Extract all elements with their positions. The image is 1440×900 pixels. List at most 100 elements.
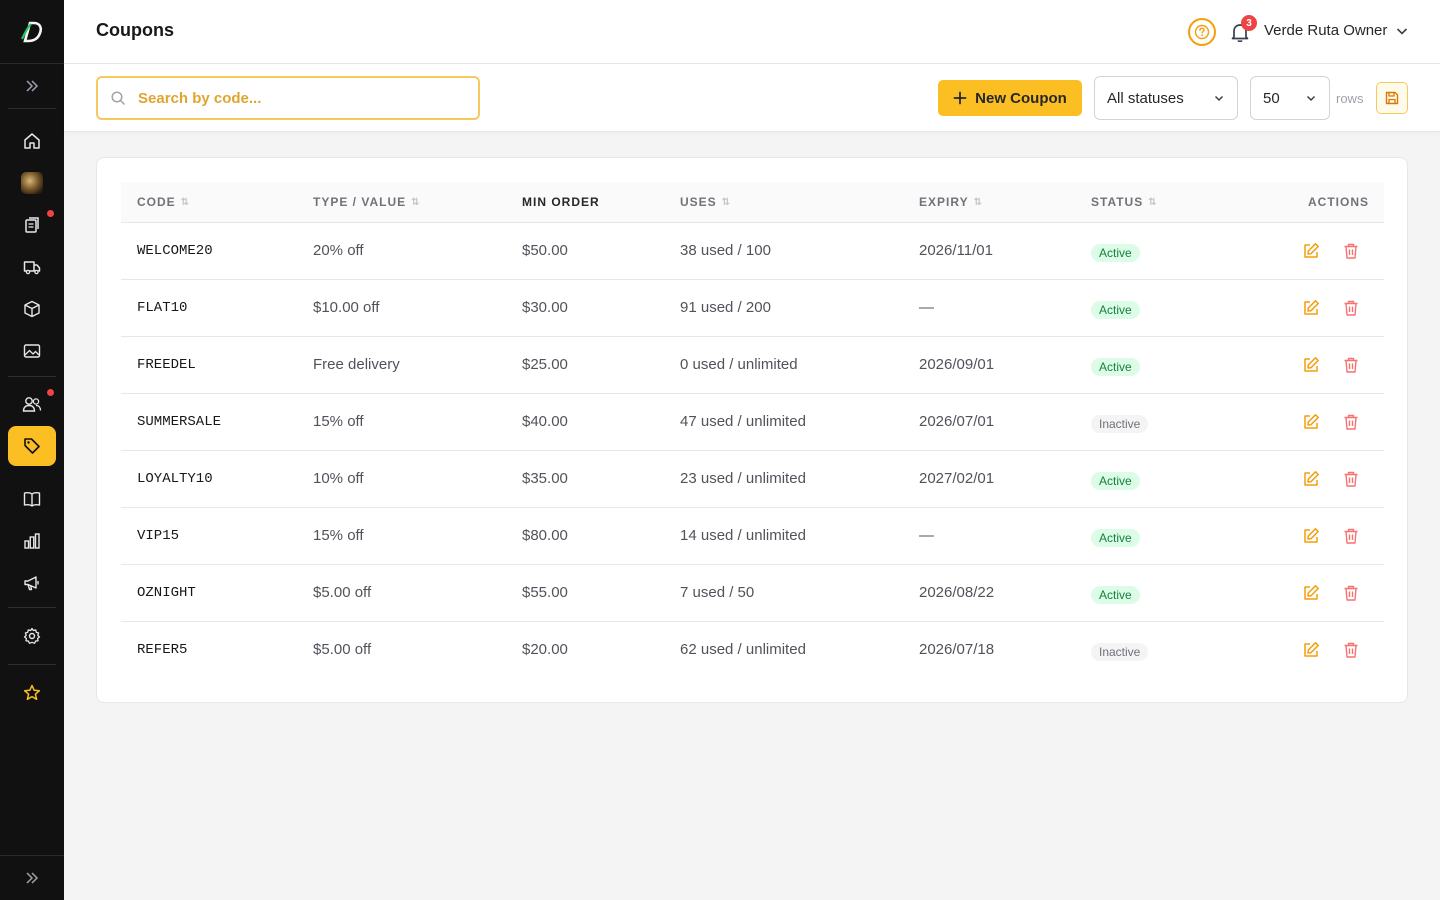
table-row: FLAT10 $10.00 off $30.00 91 used / 200 —… bbox=[121, 280, 1384, 337]
column-header-status-label: STATUS bbox=[1091, 195, 1144, 209]
rows-label: rows bbox=[1336, 91, 1364, 106]
coupon-uses: 62 used / unlimited bbox=[680, 641, 806, 658]
coupon-expiry: 2026/07/01 bbox=[919, 413, 995, 430]
status-badge: Inactive bbox=[1091, 415, 1149, 433]
coupon-code: REFER5 bbox=[137, 642, 188, 658]
coupon-min-order: $55.00 bbox=[522, 584, 568, 601]
chevrons-right-icon bbox=[26, 872, 39, 884]
column-header-expiry-label: EXPIRY bbox=[919, 195, 969, 209]
trash-icon bbox=[1344, 414, 1358, 430]
coupon-type-value: 10% off bbox=[313, 470, 364, 487]
gear-icon bbox=[23, 627, 41, 644]
coupon-code: OZNIGHT bbox=[137, 585, 196, 601]
coupon-min-order: $35.00 bbox=[522, 470, 568, 487]
sidebar-item-products[interactable] bbox=[8, 289, 56, 329]
delete-coupon-button[interactable] bbox=[1342, 299, 1360, 317]
trash-icon bbox=[1344, 243, 1358, 259]
column-header-min-order-label: MIN ORDER bbox=[522, 195, 600, 209]
sidebar-divider bbox=[8, 108, 56, 109]
rows-per-page-value: 50 bbox=[1263, 89, 1280, 107]
sidebar-item-home[interactable] bbox=[8, 121, 56, 161]
edit-icon bbox=[1304, 471, 1319, 486]
store-avatar bbox=[21, 172, 43, 194]
coupon-min-order: $20.00 bbox=[522, 641, 568, 658]
column-header-type-value[interactable]: TYPE / VALUE ⇅ bbox=[313, 195, 420, 209]
trash-icon bbox=[1344, 642, 1358, 658]
customers-alert-dot bbox=[47, 389, 54, 396]
plus-icon bbox=[953, 91, 967, 105]
delete-coupon-button[interactable] bbox=[1342, 641, 1360, 659]
coupon-code: FLAT10 bbox=[137, 300, 188, 316]
sidebar-item-delivery[interactable] bbox=[8, 247, 56, 287]
sidebar-collapse-button[interactable] bbox=[0, 855, 64, 900]
edit-icon bbox=[1304, 585, 1319, 600]
column-header-uses[interactable]: USES ⇅ bbox=[680, 195, 730, 209]
sidebar-item-orders[interactable] bbox=[8, 205, 56, 245]
delete-coupon-button[interactable] bbox=[1342, 584, 1360, 602]
coupon-uses: 7 used / 50 bbox=[680, 584, 755, 601]
coupon-type-value: $5.00 off bbox=[313, 641, 372, 658]
delete-coupon-button[interactable] bbox=[1342, 242, 1360, 260]
status-filter-value: All statuses bbox=[1107, 89, 1184, 107]
coupon-code: WELCOME20 bbox=[137, 243, 213, 259]
user-menu[interactable]: Verde Ruta Owner bbox=[1264, 22, 1409, 39]
edit-coupon-button[interactable] bbox=[1302, 242, 1320, 260]
status-badge: Inactive bbox=[1091, 643, 1149, 661]
status-filter-select[interactable]: All statuses bbox=[1094, 76, 1238, 120]
edit-coupon-button[interactable] bbox=[1302, 413, 1320, 431]
rows-per-page-select[interactable]: 50 bbox=[1250, 76, 1330, 120]
sidebar-item-media[interactable] bbox=[8, 331, 56, 371]
coupon-min-order: $25.00 bbox=[522, 356, 568, 373]
sidebar-divider bbox=[8, 376, 56, 377]
sidebar-item-store[interactable] bbox=[8, 163, 56, 203]
delete-coupon-button[interactable] bbox=[1342, 470, 1360, 488]
edit-coupon-button[interactable] bbox=[1302, 299, 1320, 317]
coupon-expiry: 2027/02/01 bbox=[919, 470, 995, 487]
sidebar-item-customers[interactable] bbox=[8, 384, 56, 424]
bar-chart-icon bbox=[24, 533, 40, 549]
sidebar-item-reports[interactable] bbox=[8, 521, 56, 561]
sidebar-item-settings[interactable] bbox=[8, 616, 56, 656]
sidebar bbox=[0, 0, 64, 900]
status-badge: Active bbox=[1091, 586, 1140, 604]
help-button[interactable] bbox=[1188, 18, 1216, 46]
column-header-actions-label: ACTIONS bbox=[1308, 195, 1369, 209]
sidebar-expand-button[interactable] bbox=[0, 64, 64, 108]
coupon-min-order: $50.00 bbox=[522, 242, 568, 259]
coupon-uses: 47 used / unlimited bbox=[680, 413, 806, 430]
sidebar-item-coupons[interactable] bbox=[8, 426, 56, 466]
notifications-button[interactable] bbox=[1228, 20, 1252, 44]
coupon-code: VIP15 bbox=[137, 528, 180, 544]
sidebar-item-favorites[interactable] bbox=[8, 673, 56, 713]
delete-coupon-button[interactable] bbox=[1342, 413, 1360, 431]
column-header-code[interactable]: CODE ⇅ bbox=[137, 195, 189, 209]
delete-coupon-button[interactable] bbox=[1342, 356, 1360, 374]
edit-icon bbox=[1304, 300, 1319, 315]
edit-coupon-button[interactable] bbox=[1302, 356, 1320, 374]
sidebar-item-catalog[interactable] bbox=[8, 479, 56, 519]
coupon-expiry: 2026/11/01 bbox=[919, 242, 993, 259]
coupon-expiry: — bbox=[919, 299, 934, 316]
page-title: Coupons bbox=[96, 20, 174, 40]
new-coupon-button[interactable]: New Coupon bbox=[938, 80, 1082, 116]
save-view-button[interactable] bbox=[1376, 82, 1408, 114]
edit-coupon-button[interactable] bbox=[1302, 470, 1320, 488]
search-icon bbox=[111, 91, 125, 105]
sidebar-item-marketing[interactable] bbox=[8, 563, 56, 603]
coupon-toolbar: New Coupon All statuses 50 rows bbox=[64, 64, 1440, 132]
edit-coupon-button[interactable] bbox=[1302, 641, 1320, 659]
search-input[interactable] bbox=[138, 89, 458, 107]
edit-coupon-button[interactable] bbox=[1302, 584, 1320, 602]
sort-icon: ⇅ bbox=[180, 196, 190, 208]
column-header-status[interactable]: STATUS ⇅ bbox=[1091, 195, 1157, 209]
coupon-uses: 14 used / unlimited bbox=[680, 527, 806, 544]
brand-logo[interactable] bbox=[0, 0, 64, 64]
status-badge: Active bbox=[1091, 301, 1140, 319]
edit-icon bbox=[1304, 528, 1319, 543]
delete-coupon-button[interactable] bbox=[1342, 527, 1360, 545]
edit-icon bbox=[1304, 642, 1319, 657]
coupon-expiry: 2026/08/22 bbox=[919, 584, 995, 601]
coupon-min-order: $80.00 bbox=[522, 527, 568, 544]
edit-coupon-button[interactable] bbox=[1302, 527, 1320, 545]
column-header-expiry[interactable]: EXPIRY ⇅ bbox=[919, 195, 982, 209]
